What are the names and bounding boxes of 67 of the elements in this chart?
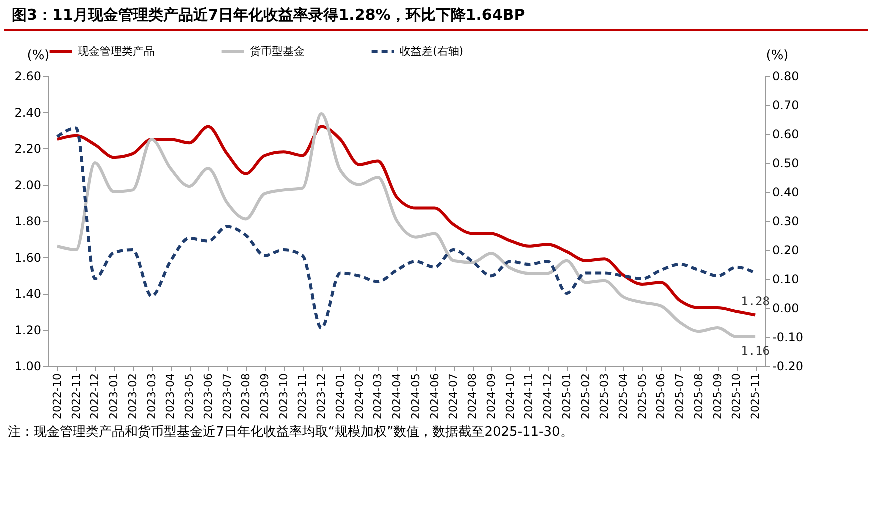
y2-tick-label: 0.10 (772, 272, 800, 286)
x-tick-label: 2023-04 (164, 374, 178, 420)
x-tick-label: 2025-11 (749, 374, 762, 420)
y-tick-label: 2.00 (14, 178, 42, 192)
x-tick-label: 2024-10 (504, 374, 517, 420)
y2-tick-label: 0.40 (772, 186, 800, 200)
x-tick-label: 2022-11 (70, 374, 83, 420)
y2-axis-title: (%) (766, 48, 789, 64)
x-tick-label: 2024-12 (542, 374, 555, 420)
y-tick-label: 1.20 (14, 323, 42, 338)
x-tick-label: 2025-09 (711, 374, 724, 420)
x-tick-label: 2023-06 (202, 374, 215, 420)
y-axis-title: (%) (27, 48, 50, 64)
y2-tick-label: 0.00 (772, 302, 800, 316)
legend-label: 货币型基金 (250, 45, 305, 58)
x-tick-label: 2023-11 (296, 374, 310, 420)
x-tick-label: 2024-03 (372, 374, 385, 420)
y2-tick-label: 0.20 (772, 244, 800, 258)
x-tick-label: 2023-10 (277, 374, 290, 420)
x-tick-label: 2025-07 (674, 374, 687, 420)
x-tick-label: 2024-08 (466, 374, 480, 420)
x-tick-label: 2025-10 (730, 374, 744, 420)
y-tick-label: 2.20 (14, 142, 42, 156)
x-tick-label: 2024-04 (390, 374, 404, 420)
x-tick-label: 2024-01 (334, 374, 347, 420)
text: 注：现金管理类产品和货币型基金近7日年化收益率均取“规模加权”数值，数据截至2025-11-30。 (7, 424, 574, 442)
x-tick-label: 2023-03 (145, 374, 158, 420)
y2-tick-label: 0.70 (772, 98, 800, 112)
y-tick-label: 2.40 (14, 106, 42, 120)
y2-tick-label: -0.10 (772, 330, 804, 344)
x-tick-label: 2025-01 (560, 374, 574, 420)
y-tick-label: 1.60 (14, 250, 42, 265)
x-tick-label: 2024-02 (352, 374, 366, 420)
x-tick-label: 2024-11 (522, 374, 536, 420)
x-tick-label: 2024-06 (428, 374, 442, 420)
y2-tick-label: 0.80 (772, 70, 800, 84)
x-tick-label: 2023-09 (258, 374, 272, 420)
x-tick-label: 2025-08 (692, 374, 706, 420)
y2-tick-label: 0.30 (772, 214, 800, 228)
annotation: 1.28 (741, 294, 770, 308)
x-tick-label: 2023-12 (315, 374, 328, 420)
x-tick-label: 2024-09 (484, 374, 498, 420)
x-tick-label: 2025-02 (579, 374, 592, 420)
annotation: 1.16 (741, 344, 770, 358)
x-tick-label: 2023-02 (126, 374, 140, 420)
y-tick-label: 1.80 (14, 214, 42, 228)
x-tick-label: 2025-04 (616, 374, 630, 420)
y-tick-label: 2.60 (14, 70, 42, 84)
x-tick-label: 2023-01 (108, 374, 121, 420)
x-tick-label: 2023-05 (183, 374, 196, 420)
x-tick-label: 2025-06 (654, 374, 668, 420)
y2-tick-label: 0.50 (772, 156, 800, 170)
x-tick-label: 2024-05 (409, 374, 422, 420)
y-tick-label: 1.40 (14, 287, 42, 301)
y-tick-label: 1.00 (14, 360, 42, 374)
chart-title: 图3：11月现金管理类产品近7日年化收益率录得1.28%，环比下降1.64BP (4, 0, 868, 31)
y2-tick-label: 0.60 (772, 128, 800, 142)
x-tick-label: 2022-10 (50, 374, 64, 420)
legend-label: 收益差(右轴) (400, 45, 464, 58)
x-tick-label: 2025-03 (598, 374, 612, 420)
x-tick-label: 2023-08 (240, 374, 253, 420)
y2-tick-label: -0.20 (772, 360, 804, 374)
x-tick-label: 2024-07 (447, 374, 460, 420)
x-tick-label: 2023-07 (220, 374, 234, 420)
x-tick-label: 2022-12 (88, 374, 102, 420)
legend-label: 现金管理类产品 (78, 45, 155, 58)
x-tick-label: 2025-05 (636, 374, 649, 420)
